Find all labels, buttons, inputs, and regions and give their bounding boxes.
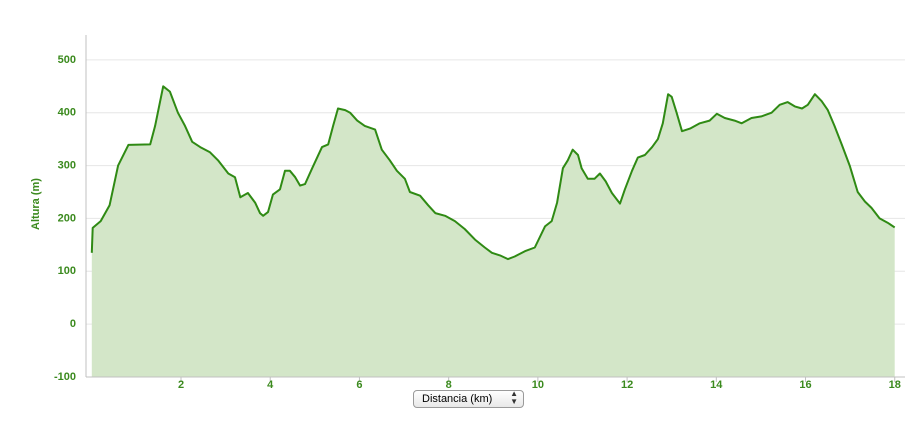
x-tick-label: 8 <box>446 379 452 391</box>
y-tick-label: 0 <box>70 318 76 330</box>
elevation-line <box>90 85 896 261</box>
y-tick-label: -100 <box>54 371 76 383</box>
x-tick-label: 10 <box>532 379 544 391</box>
selector-arrows: ▲ ▼ <box>510 389 518 406</box>
y-tick-label: 400 <box>58 107 76 119</box>
y-tick-label: 300 <box>58 159 76 171</box>
x-tick-label: 18 <box>889 379 901 391</box>
x-axis-label: Distancia (km) <box>422 393 493 405</box>
elevation-area <box>91 86 895 378</box>
y-tick-label: 200 <box>58 212 76 224</box>
x-axis-selector[interactable]: Distancia (km) ▲ ▼ <box>413 390 524 408</box>
y-tick-label: 500 <box>58 54 76 66</box>
x-tick-label: 12 <box>621 379 633 391</box>
x-tick-label: 16 <box>799 379 811 391</box>
y-tick-label: 100 <box>58 265 76 277</box>
x-tick-label: 4 <box>267 379 274 391</box>
x-tick-label: 14 <box>710 379 723 391</box>
x-tick-label: 2 <box>178 379 184 391</box>
y-axis-label: Altura (m) <box>30 178 42 230</box>
x-tick-label: 6 <box>356 379 362 391</box>
